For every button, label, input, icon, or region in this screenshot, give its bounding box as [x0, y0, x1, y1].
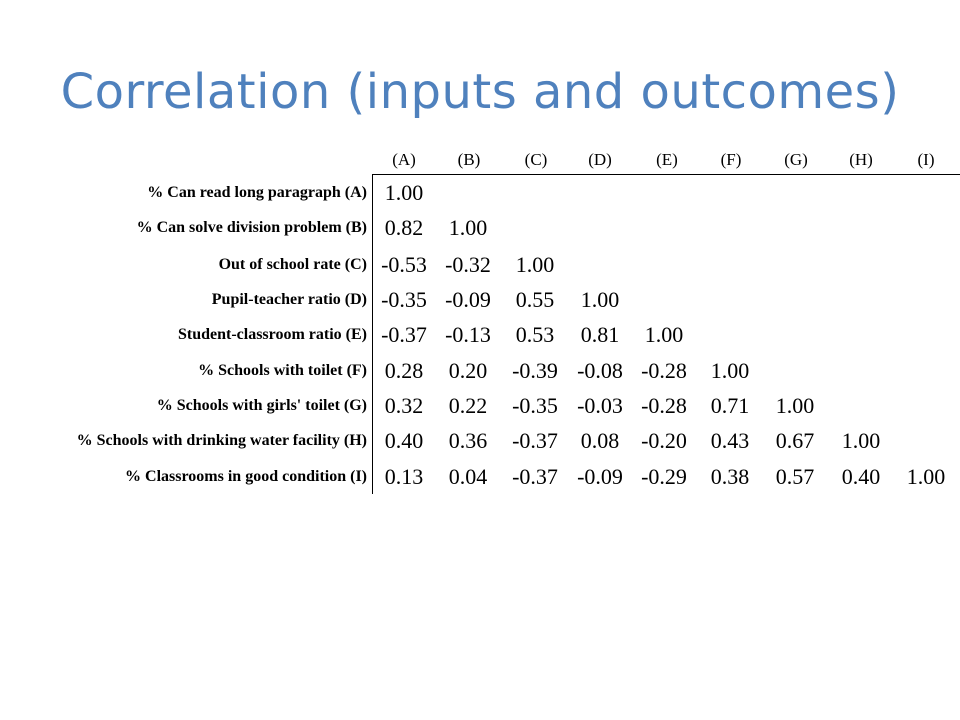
matrix-cell: -0.08: [577, 358, 623, 383]
matrix-cell: 0.53: [515, 322, 555, 347]
row-label: % Classrooms in good condition (I): [125, 468, 367, 485]
matrix-cell: 0.57: [775, 464, 815, 489]
row-label: % Schools with girls' toilet (G): [156, 397, 367, 414]
column-header: (H): [849, 150, 873, 169]
matrix-cell: 1.00: [384, 180, 424, 205]
matrix-cell: 0.71: [710, 393, 750, 418]
matrix-cell: -0.37: [512, 464, 558, 489]
matrix-cell: 1.00: [644, 322, 684, 347]
row-label: % Can read long paragraph (A): [147, 184, 367, 201]
matrix-cell: 1.00: [775, 393, 815, 418]
row-label: Pupil-teacher ratio (D): [211, 291, 367, 308]
matrix-cell: -0.39: [512, 358, 558, 383]
matrix-cell: 0.55: [515, 287, 555, 312]
matrix-cell: -0.32: [445, 252, 491, 277]
column-header: (A): [392, 150, 416, 169]
row-label: Out of school rate (C): [218, 256, 367, 273]
matrix-cell: 0.08: [580, 428, 620, 453]
row-label: Student-classroom ratio (E): [177, 326, 367, 343]
matrix-cell: 0.36: [448, 428, 488, 453]
matrix-cell: -0.35: [512, 393, 558, 418]
matrix-cell: -0.20: [641, 428, 687, 453]
column-header: (G): [784, 150, 808, 169]
matrix-cell: 0.04: [448, 464, 488, 489]
matrix-cell: 0.20: [448, 358, 488, 383]
matrix-cell: 0.28: [384, 358, 424, 383]
matrix-cell: 0.81: [580, 322, 620, 347]
column-header: (D): [588, 150, 612, 169]
matrix-cell: 1.00: [906, 464, 946, 489]
matrix-cell: 0.38: [710, 464, 750, 489]
matrix-cell: 1.00: [580, 287, 620, 312]
matrix-cell: 1.00: [841, 428, 881, 453]
matrix-cell: 0.40: [384, 428, 424, 453]
matrix-cell: -0.53: [381, 252, 427, 277]
matrix-cell: 0.32: [384, 393, 424, 418]
matrix-cell: 1.00: [710, 358, 750, 383]
matrix-cell: -0.13: [445, 322, 491, 347]
matrix-cell: 1.00: [515, 252, 555, 277]
matrix-cell: -0.29: [641, 464, 687, 489]
row-label: % Schools with toilet (F): [198, 362, 367, 379]
matrix-cell: 0.40: [841, 464, 881, 489]
matrix-cell: -0.03: [577, 393, 623, 418]
matrix-cell: 0.43: [710, 428, 750, 453]
matrix-cell: 0.82: [384, 215, 424, 240]
matrix-cell: -0.09: [577, 464, 623, 489]
matrix-cell: -0.37: [512, 428, 558, 453]
slide-title: Correlation (inputs and outcomes): [60, 64, 900, 120]
matrix-cell: -0.28: [641, 393, 687, 418]
matrix-cell: -0.35: [381, 287, 427, 312]
matrix-cell: -0.37: [381, 322, 427, 347]
matrix-frame: [372, 174, 960, 494]
matrix-cell: 0.22: [448, 393, 488, 418]
matrix-cell: 1.00: [448, 215, 488, 240]
matrix-cell: 0.13: [384, 464, 424, 489]
column-header: (C): [524, 150, 548, 169]
column-header: (F): [720, 150, 742, 169]
column-header: (E): [656, 150, 678, 169]
matrix-cell: -0.09: [445, 287, 491, 312]
column-header: (I): [917, 150, 935, 169]
matrix-cell: -0.28: [641, 358, 687, 383]
row-label: % Schools with drinking water facility (…: [76, 432, 367, 449]
matrix-cell: 0.67: [775, 428, 815, 453]
column-header: (B): [457, 150, 481, 169]
row-label: % Can solve division problem (B): [136, 219, 367, 236]
